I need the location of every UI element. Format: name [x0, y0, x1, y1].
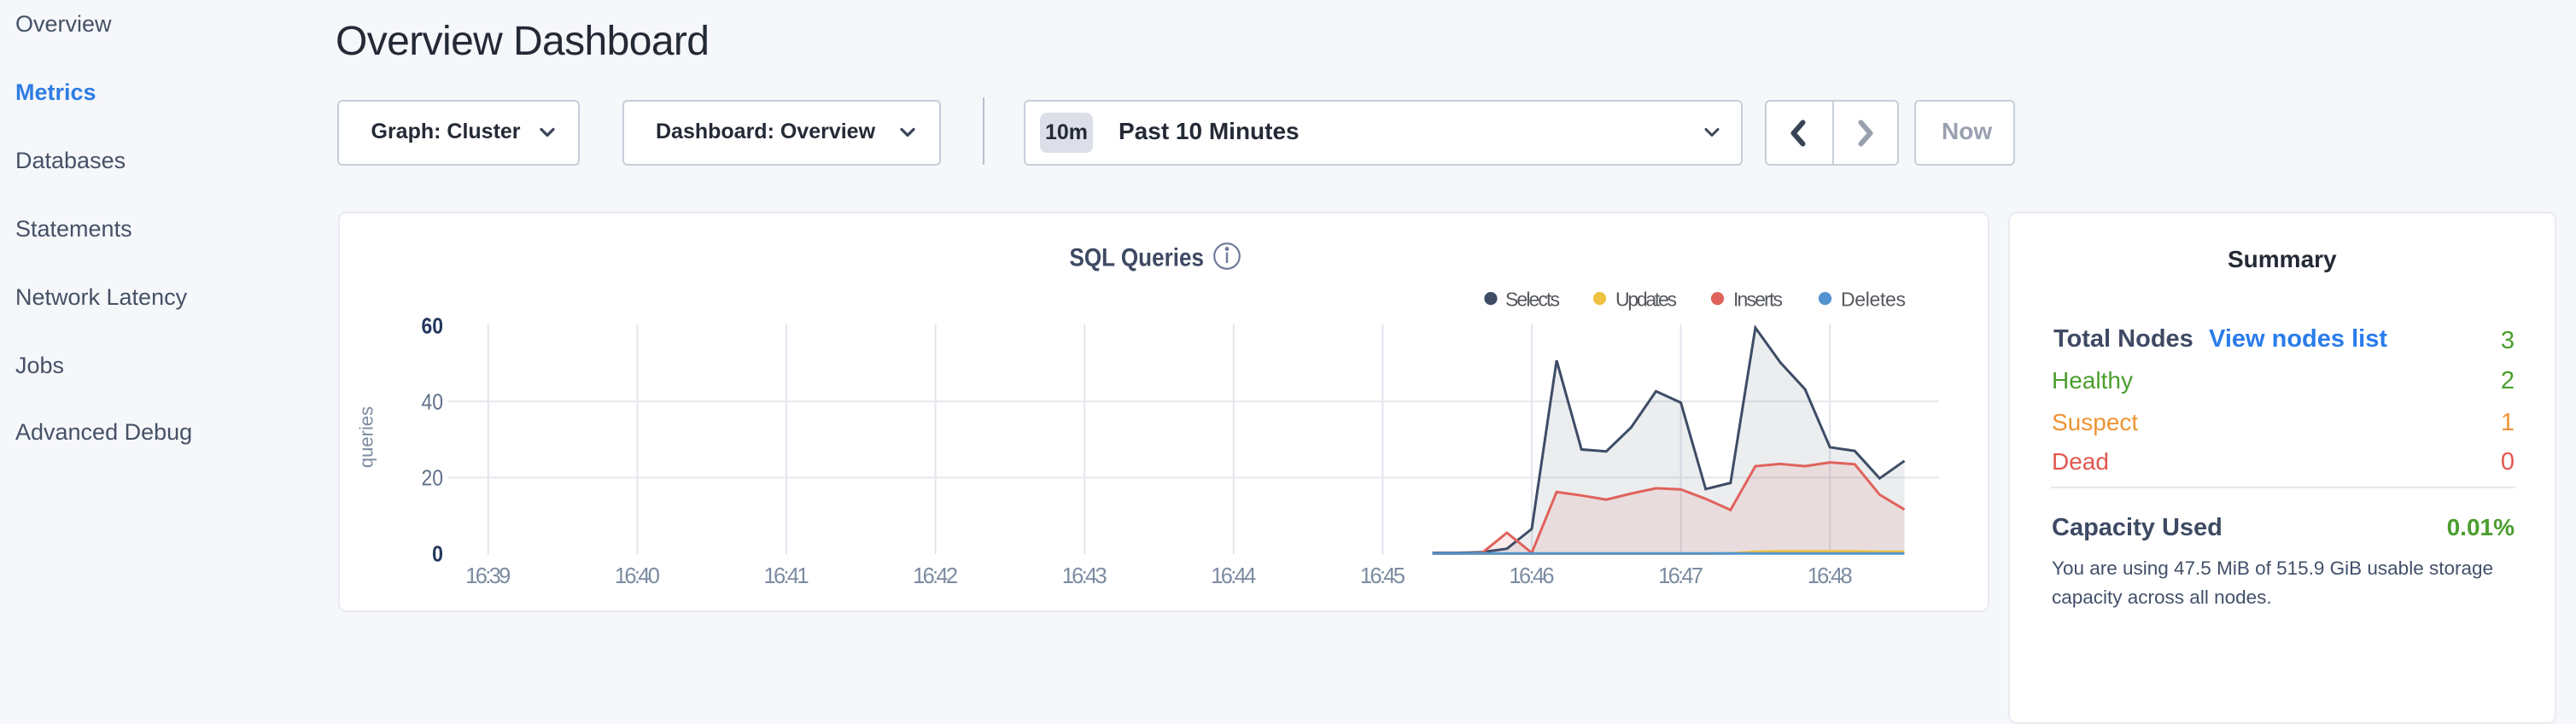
svg-text:16:39: 16:39: [465, 564, 511, 588]
svg-text:16:47: 16:47: [1658, 564, 1703, 588]
svg-text:SQL Queries: SQL Queries: [1070, 244, 1205, 272]
svg-text:60: 60: [422, 312, 444, 338]
svg-text:40: 40: [422, 388, 444, 414]
svg-text:16:45: 16:45: [1360, 564, 1405, 588]
svg-text:16:44: 16:44: [1211, 564, 1256, 588]
svg-text:Updates: Updates: [1615, 289, 1677, 311]
svg-text:0: 0: [432, 541, 443, 567]
svg-text:16:40: 16:40: [615, 564, 660, 588]
svg-text:queries: queries: [356, 406, 377, 468]
svg-text:16:48: 16:48: [1808, 564, 1853, 588]
svg-text:Selects: Selects: [1505, 289, 1560, 311]
svg-text:16:41: 16:41: [764, 564, 809, 588]
svg-text:16:46: 16:46: [1510, 564, 1555, 588]
svg-text:Inserts: Inserts: [1733, 289, 1783, 311]
svg-text:16:42: 16:42: [913, 564, 958, 588]
svg-text:16:43: 16:43: [1062, 564, 1107, 588]
svg-text:Deletes: Deletes: [1841, 289, 1906, 311]
svg-text:20: 20: [422, 464, 444, 490]
